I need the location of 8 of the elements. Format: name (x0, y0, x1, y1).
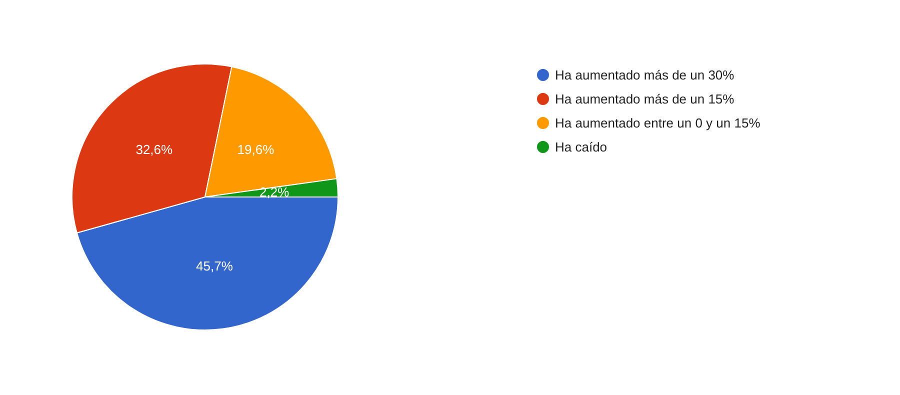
data-label: 19,6% (237, 142, 275, 157)
data-label: 32,6% (136, 142, 174, 158)
data-label: 45,7% (196, 258, 234, 274)
legend-label: Ha aumentado entre un 0 y un 15% (555, 116, 761, 130)
data-label: 2,2% (260, 184, 290, 200)
legend-label: Ha aumentado más de un 15% (555, 92, 735, 106)
legend-label: Ha caído (555, 140, 608, 154)
legend-label: Ha aumentado más de un 30% (555, 68, 735, 82)
